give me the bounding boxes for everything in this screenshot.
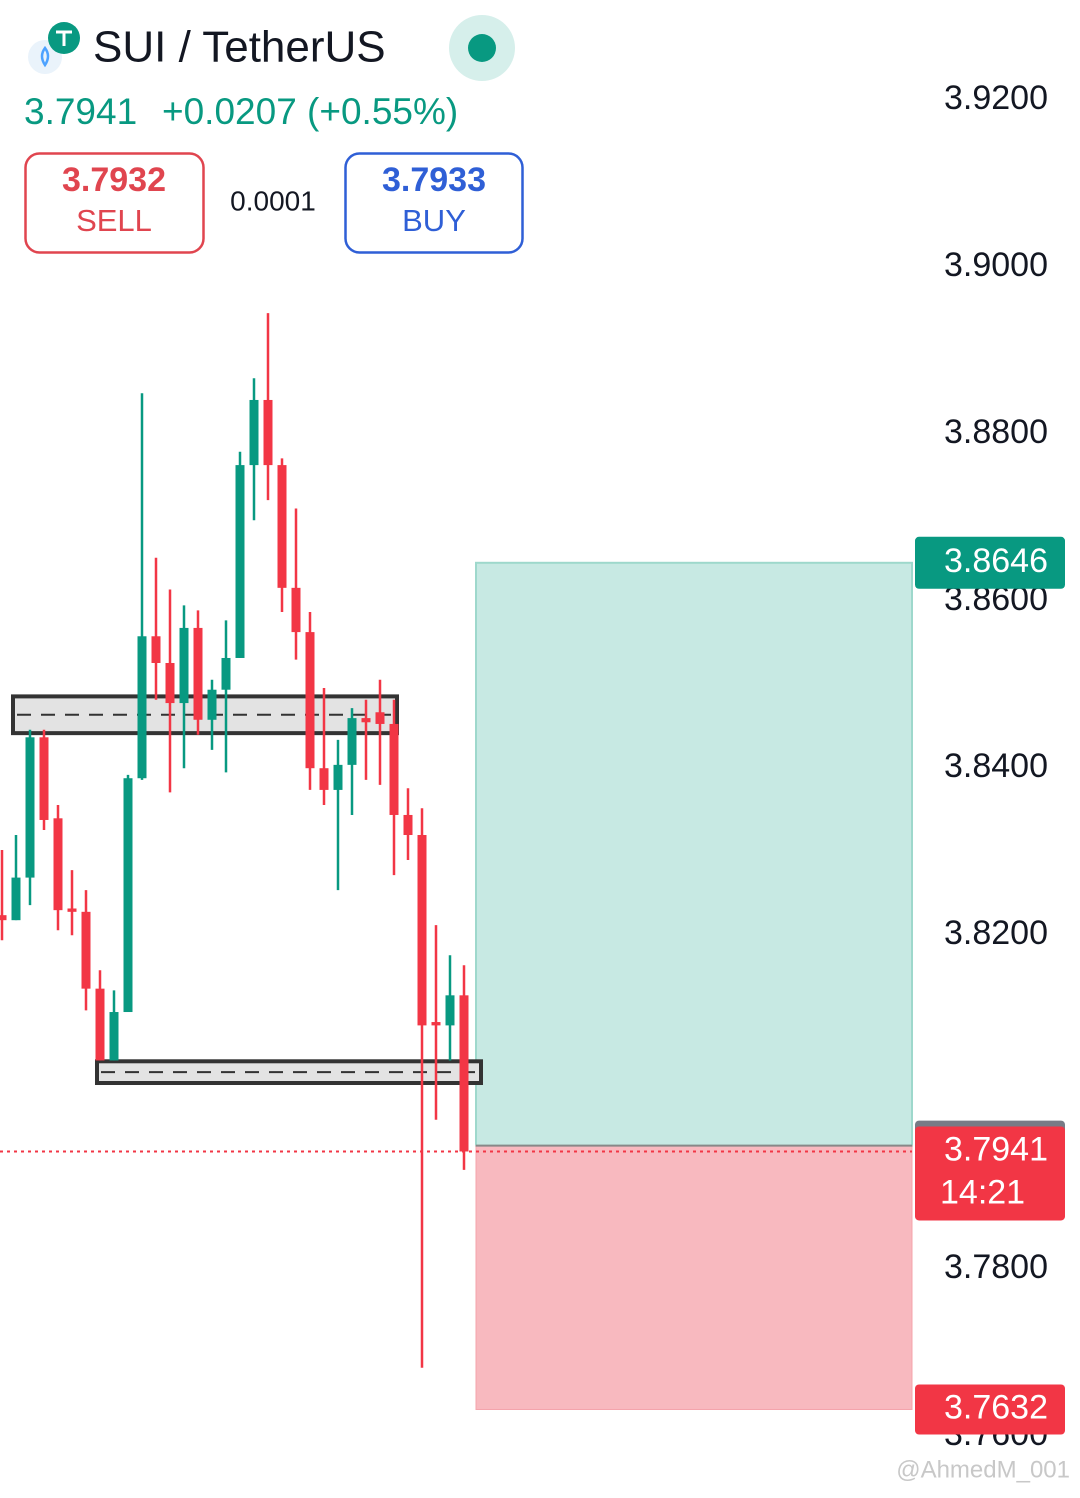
- candle-body: [137, 636, 147, 779]
- target-label-bg: [915, 536, 1065, 589]
- spread: 0.0001: [230, 185, 316, 216]
- zone: [95, 1059, 483, 1086]
- tether-t: [56, 30, 72, 46]
- y-tick-label: 3.9200: [944, 79, 1048, 117]
- candle-body: [263, 399, 273, 466]
- candle-body: [459, 995, 469, 1152]
- buy-box[interactable]: [344, 152, 524, 254]
- candle-body: [165, 662, 175, 704]
- y-tick-label: 3.9000: [944, 246, 1048, 284]
- candle-body: [431, 1022, 441, 1026]
- y-tick-label: 3.8800: [944, 413, 1048, 451]
- candle-body: [81, 911, 91, 989]
- header: SUI / TetherUS 3.7941 +0.0207 (+0.55%) 3…: [24, 15, 524, 254]
- candle-body: [67, 908, 77, 912]
- candle-body: [389, 723, 399, 815]
- plot-area: 3.92003.90003.88003.86003.84003.82003.78…: [0, 79, 1065, 1453]
- target-label: 3.8646: [944, 542, 1048, 580]
- sell-box[interactable]: [24, 152, 205, 254]
- candle-body: [11, 877, 21, 921]
- y-tick-label: 3.8400: [944, 747, 1048, 785]
- sell-button[interactable]: 3.7932 SELL: [24, 152, 205, 254]
- watermark: @AhmedM_001: [896, 1456, 1070, 1483]
- candle-body: [221, 657, 231, 690]
- last-price-label: 3.7941: [944, 1130, 1048, 1168]
- candle-body: [151, 636, 161, 663]
- target-zone: [475, 561, 913, 1147]
- stop-label: 3.7632: [944, 1388, 1048, 1426]
- status-dot: [468, 34, 496, 62]
- candle-body: [361, 718, 371, 723]
- candle-body: [179, 627, 189, 704]
- y-tick-label: 3.7800: [944, 1248, 1048, 1286]
- sell-label[interactable]: SELL: [76, 203, 152, 238]
- candle-body: [39, 737, 49, 820]
- buy-button[interactable]: 3.7933 BUY: [344, 152, 524, 254]
- candle-body: [375, 712, 385, 724]
- sui-drop: [40, 45, 50, 68]
- candle-body: [95, 988, 105, 1061]
- sell-price[interactable]: 3.7932: [62, 161, 166, 199]
- candle-body: [445, 995, 455, 1026]
- last-price-tag: [915, 1126, 1065, 1221]
- candle-body: [25, 737, 35, 878]
- candle-body: [347, 718, 357, 765]
- candle-body: [403, 814, 413, 836]
- candle-body: [277, 465, 287, 588]
- buy-label[interactable]: BUY: [402, 203, 466, 238]
- candle-body: [235, 465, 245, 658]
- buy-price[interactable]: 3.7933: [382, 161, 486, 199]
- candle-body: [333, 764, 343, 790]
- candle-body: [53, 818, 63, 911]
- price-change: +0.0207 (+0.55%): [162, 91, 458, 132]
- candle-body: [123, 778, 133, 1013]
- candle-body: [291, 587, 301, 633]
- candle-body: [305, 632, 315, 769]
- candle-body: [319, 768, 329, 790]
- stop-zone: [475, 1145, 913, 1410]
- countdown: 14:21: [940, 1173, 1025, 1211]
- symbol: SUI / TetherUS: [93, 23, 386, 72]
- candle-body: [193, 627, 203, 720]
- last-price: 3.7941: [24, 91, 137, 132]
- y-tick-label: 3.8200: [944, 914, 1048, 952]
- candle-body: [417, 835, 427, 1026]
- candle-body: [207, 689, 217, 720]
- candle-body: [249, 399, 259, 466]
- stop-label-bg: [915, 1384, 1065, 1435]
- candle-body: [0, 915, 7, 921]
- candle-body: [109, 1012, 119, 1061]
